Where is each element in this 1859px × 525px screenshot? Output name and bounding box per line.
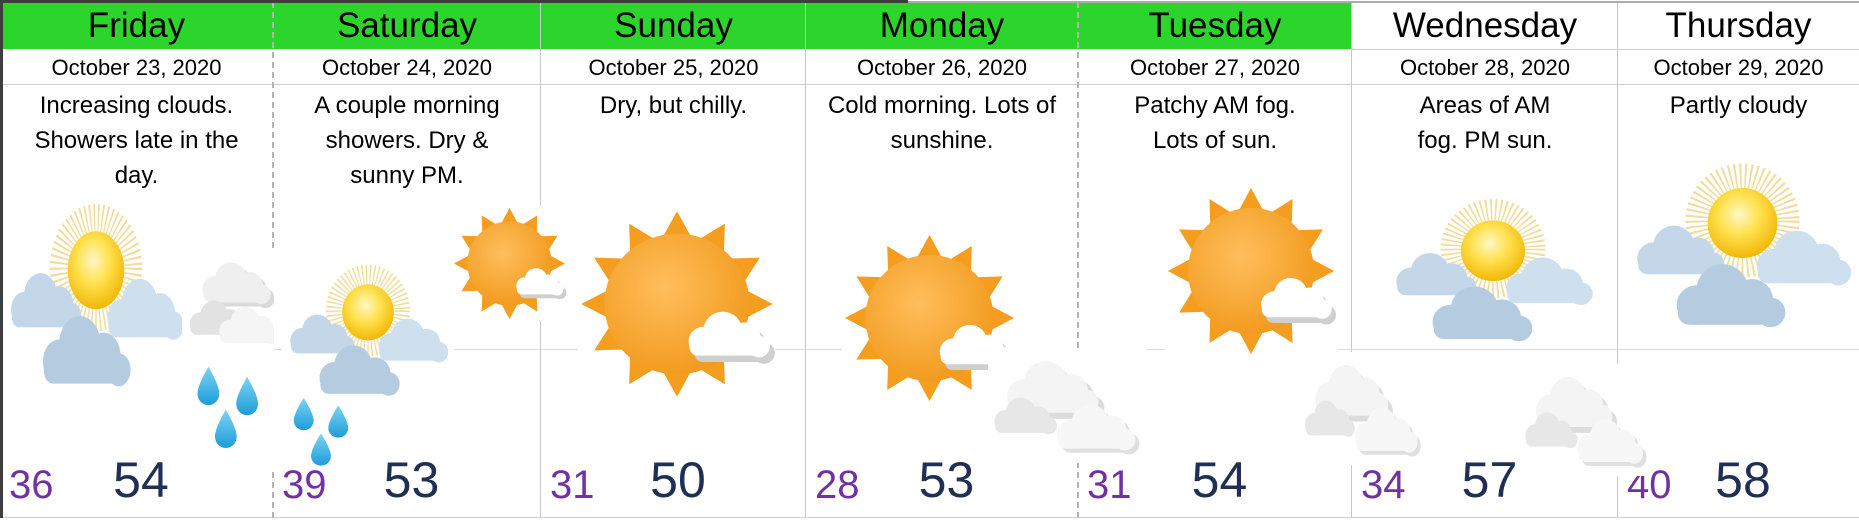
- day-column-friday: Friday October 23, 2020 Increasing cloud…: [0, 0, 273, 518]
- day-date: October 27, 2020: [1129, 54, 1300, 80]
- bottom-gridline: [0, 517, 1859, 518]
- friday-rain-cloud-with-drops-icon: [182, 248, 274, 468]
- day-column-saturday: Saturday October 24, 2020 A couple morni…: [273, 0, 541, 518]
- day-name: Thursday: [1665, 6, 1812, 45]
- day-name: Sunday: [541, 3, 806, 49]
- low-temp: 34: [1361, 463, 1406, 507]
- day-date: October 29, 2020: [1653, 54, 1824, 80]
- thursday-cloudy-icon: [1520, 364, 1652, 476]
- day-column-tuesday: Tuesday October 27, 2020 Patchy AM fog. …: [1078, 0, 1352, 518]
- saturday-rain-drops-icon: [288, 398, 360, 468]
- monday-sun-with-cloud-icon: [842, 232, 1017, 404]
- tuesday-cloudy-icon: [988, 348, 1146, 463]
- day-date: October 25, 2020: [588, 54, 759, 80]
- saturday-sun-with-small-cloud-icon: [452, 206, 567, 321]
- high-temp: 54: [1191, 452, 1248, 508]
- high-temp: 50: [650, 452, 706, 508]
- column-divider-dashed: [1077, 2, 1079, 518]
- date-row-underline: [0, 84, 1859, 85]
- day-column-sunday: Sunday October 25, 2020 Dry, but chilly.…: [541, 0, 806, 518]
- sunday-sun-with-cloud-icon: [578, 208, 776, 400]
- column-divider: [805, 2, 806, 518]
- day-column-monday: Monday October 26, 2020 Cold morning. Lo…: [806, 0, 1078, 518]
- high-temp: 58: [1715, 452, 1771, 508]
- day-name: Saturday: [273, 3, 541, 49]
- low-temp: 31: [550, 463, 595, 507]
- friday-sun-behind-clouds-icon: [2, 200, 190, 395]
- thursday-sun-behind-clouds-icon: [1626, 160, 1859, 335]
- high-temp: 53: [383, 452, 440, 508]
- low-temp: 39: [282, 463, 327, 507]
- day-description: Cold morning. Lots of sunshine.: [827, 92, 1057, 154]
- day-column-thursday: Thursday October 29, 2020 Partly cloudy …: [1618, 0, 1859, 518]
- column-divider: [1617, 2, 1618, 518]
- day-date: October 24, 2020: [321, 54, 492, 80]
- day-date: October 28, 2020: [1399, 54, 1570, 80]
- day-description: Patchy AM fog. Lots of sun.: [1134, 92, 1296, 154]
- day-name: Friday: [0, 3, 273, 49]
- day-description: Dry, but chilly.: [599, 92, 748, 119]
- low-temp: 28: [815, 463, 860, 507]
- top-border: [0, 0, 908, 3]
- day-description: Partly cloudy: [1669, 92, 1808, 119]
- day-name: Tuesday: [1078, 3, 1352, 49]
- high-temp: 57: [1461, 452, 1518, 508]
- wednesday-sun-behind-clouds-icon: [1386, 196, 1600, 348]
- tuesday-sun-with-cloud-icon: [1165, 185, 1337, 357]
- wednesday-cloudy-icon: [1300, 352, 1426, 465]
- day-description: Increasing clouds. Showers late in the d…: [34, 92, 239, 189]
- low-temp: 36: [9, 463, 54, 507]
- day-date: October 23, 2020: [51, 54, 222, 80]
- top-border-light: [908, 1, 1859, 3]
- high-temp: 53: [918, 452, 975, 508]
- day-name: Monday: [806, 3, 1078, 49]
- header-underline: [1352, 49, 1859, 50]
- day-column-wednesday: Wednesday October 28, 2020 Areas of AM f…: [1352, 0, 1618, 518]
- day-date: October 26, 2020: [856, 54, 1027, 80]
- column-divider: [1351, 2, 1352, 518]
- low-temp: 31: [1087, 463, 1132, 507]
- left-border: [0, 0, 3, 518]
- saturday-sun-behind-clouds-icon: [282, 262, 454, 402]
- day-name: Wednesday: [1392, 6, 1578, 45]
- day-description: A couple morning showers. Dry & sunny PM…: [314, 92, 500, 189]
- day-description: Areas of AM fog. PM sun.: [1417, 92, 1553, 154]
- high-temp: 54: [113, 452, 169, 508]
